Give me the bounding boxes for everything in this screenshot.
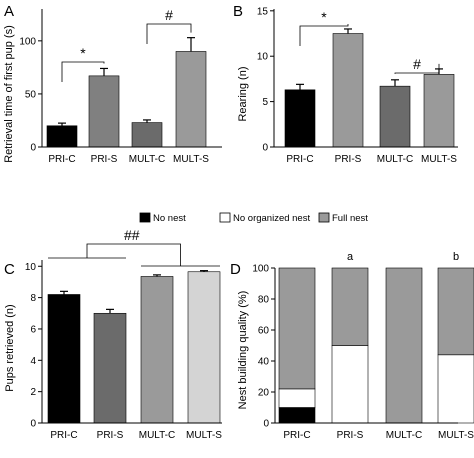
legend-label: Full nest bbox=[332, 213, 368, 224]
y-tick-label: 50 bbox=[25, 89, 37, 100]
bar bbox=[175, 51, 207, 148]
bar-segment bbox=[331, 345, 369, 424]
x-tick-label: MULT-S bbox=[421, 154, 457, 165]
legend-label: No organized nest bbox=[233, 213, 310, 224]
y-tick-label: 2 bbox=[30, 387, 36, 398]
bar bbox=[140, 276, 174, 424]
significance-letter: b bbox=[453, 251, 459, 263]
x-tick-label: PRI-C bbox=[50, 430, 77, 441]
y-tick-label: 10 bbox=[25, 262, 37, 273]
legend-item: No nest bbox=[139, 212, 186, 224]
bar bbox=[47, 294, 81, 424]
bar bbox=[93, 312, 127, 424]
significance-mark: # bbox=[413, 56, 421, 72]
legend-swatch bbox=[318, 212, 330, 223]
y-tick-label: 40 bbox=[258, 357, 270, 368]
panel-letter: C bbox=[4, 261, 15, 278]
x-tick-label: MULT-S bbox=[186, 430, 222, 441]
legend-item: Full nest bbox=[318, 212, 368, 224]
panel-c: C Pups retrieved (n) 0 2 4 6 8 10 PRI-C PRI-S MU… bbox=[4, 227, 222, 441]
x-tick-label: MULT-C bbox=[377, 154, 413, 165]
y-tick-label: 0 bbox=[30, 419, 36, 430]
y-tick-label: 10 bbox=[257, 52, 269, 63]
y-tick-label: 0 bbox=[263, 419, 269, 430]
bar bbox=[379, 85, 411, 148]
legend-label: No nest bbox=[153, 213, 186, 224]
y-axis-label: Rearing (n) bbox=[237, 66, 249, 121]
bar bbox=[88, 75, 120, 148]
bar-segment bbox=[437, 267, 474, 356]
significance-mark: * bbox=[80, 45, 86, 61]
y-axis-label: Pups retrieved (n) bbox=[4, 304, 16, 391]
significance-bracket bbox=[146, 23, 192, 44]
significance-mark: ## bbox=[124, 227, 140, 243]
bar-segment bbox=[385, 267, 423, 424]
significance-bracket bbox=[86, 243, 181, 266]
x-tick-label: PRI-S bbox=[91, 154, 118, 165]
x-tick-label: PRI-C bbox=[48, 154, 75, 165]
bar-segment bbox=[331, 267, 369, 346]
significance-bracket bbox=[299, 23, 349, 46]
bar bbox=[131, 122, 163, 148]
bar bbox=[284, 89, 316, 148]
legend: No nest No organized nest Full nest bbox=[139, 212, 368, 224]
y-axis-label: Nest building quality (%) bbox=[237, 291, 249, 410]
panel-b: B Rearing (n) 0 5 10 15 PRI-C PRI-S MULT-C MULT… bbox=[233, 3, 458, 165]
bar bbox=[187, 271, 221, 424]
y-tick-label: 5 bbox=[262, 97, 268, 108]
legend-swatch bbox=[219, 212, 231, 223]
bar-segment bbox=[278, 267, 316, 390]
y-tick-label: 100 bbox=[19, 36, 36, 47]
y-tick-label: 4 bbox=[30, 356, 36, 367]
x-tick-label: PRI-S bbox=[337, 430, 364, 441]
panel-d: D Nest building quality (%) 0 20 40 60 80 100… bbox=[230, 251, 474, 441]
bar-segment bbox=[437, 354, 474, 424]
bar-segment bbox=[278, 388, 316, 408]
y-axis-label: Retrieval time of first pup (s) bbox=[3, 25, 15, 163]
y-tick-label: 6 bbox=[30, 324, 36, 335]
x-tick-label: PRI-S bbox=[97, 430, 124, 441]
x-tick-label: PRI-C bbox=[286, 154, 313, 165]
x-tick-label: PRI-C bbox=[283, 430, 310, 441]
y-tick-label: 8 bbox=[30, 293, 36, 304]
bar bbox=[46, 125, 78, 148]
bar bbox=[423, 74, 455, 148]
x-tick-label: MULT-C bbox=[386, 430, 422, 441]
legend-item: No organized nest bbox=[219, 212, 310, 224]
x-tick-label: PRI-S bbox=[335, 154, 362, 165]
panel-a: A Retrieval time of first pup (s) 0 50 100… bbox=[3, 3, 222, 165]
significance-mark: * bbox=[321, 9, 327, 25]
y-tick-label: 100 bbox=[252, 264, 269, 275]
y-tick-label: 0 bbox=[262, 143, 268, 154]
x-tick-label: MULT-S bbox=[173, 154, 209, 165]
significance-bracket bbox=[61, 61, 105, 82]
x-tick-label: MULT-C bbox=[139, 430, 175, 441]
panel-letter: D bbox=[230, 261, 241, 278]
significance-letter: a bbox=[347, 251, 354, 263]
x-tick-label: MULT-C bbox=[129, 154, 165, 165]
y-tick-label: 0 bbox=[30, 143, 36, 154]
y-tick-label: 60 bbox=[258, 326, 270, 337]
y-tick-label: 15 bbox=[257, 6, 269, 17]
y-tick-label: 20 bbox=[258, 388, 270, 399]
panel-letter: B bbox=[233, 3, 243, 20]
significance-mark: # bbox=[165, 7, 173, 23]
panel-letter: A bbox=[4, 3, 14, 20]
y-tick-label: 80 bbox=[258, 295, 270, 306]
significance-bracket bbox=[394, 63, 440, 74]
bar-segment bbox=[278, 407, 316, 424]
bar bbox=[332, 33, 364, 148]
legend-swatch bbox=[139, 212, 151, 223]
x-tick-label: MULT-S bbox=[438, 430, 474, 441]
